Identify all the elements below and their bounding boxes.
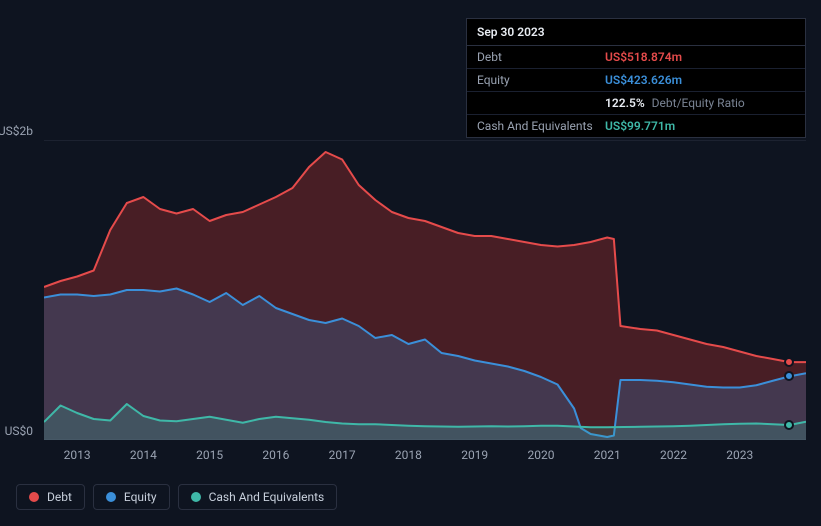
tooltip-row-cash: Cash And Equivalents US$99.771m: [467, 115, 805, 137]
x-tick: 2021: [594, 448, 621, 462]
legend-dot-icon: [191, 492, 201, 502]
legend-label: Equity: [124, 490, 157, 504]
x-axis: 2013 2014 2015 2016 2017 2018 2019 2020 2021 2022…: [44, 448, 806, 468]
series-marker: [784, 420, 794, 430]
tooltip-row-ratio: 122.5% Debt/Equity Ratio: [467, 92, 805, 115]
tooltip-label-equity: Equity: [477, 73, 605, 87]
tooltip-ratio-pct: 122.5%: [605, 96, 645, 110]
x-tick: 2020: [527, 448, 554, 462]
tooltip-label-cash: Cash And Equivalents: [477, 119, 605, 133]
chart-svg: [44, 140, 806, 440]
legend-item[interactable]: Debt: [16, 484, 85, 510]
legend-label: Debt: [47, 490, 72, 504]
chart-legend: Debt Equity Cash And Equivalents: [16, 484, 337, 510]
x-tick: 2013: [64, 448, 91, 462]
x-tick: 2022: [660, 448, 687, 462]
tooltip-value-cash: US$99.771m: [605, 119, 675, 133]
x-tick: 2019: [461, 448, 488, 462]
tooltip-ratio: 122.5% Debt/Equity Ratio: [605, 96, 745, 110]
x-tick: 2014: [130, 448, 157, 462]
x-tick: 2016: [262, 448, 289, 462]
legend-dot-icon: [106, 492, 116, 502]
x-tick: 2017: [329, 448, 356, 462]
series-marker: [784, 371, 794, 381]
series-marker: [784, 357, 794, 367]
tooltip-value-debt: US$518.874m: [605, 50, 682, 64]
legend-item[interactable]: Cash And Equivalents: [178, 484, 338, 510]
chart-tooltip: Sep 30 2023 Debt US$518.874m Equity US$4…: [466, 18, 806, 138]
tooltip-row-equity: Equity US$423.626m: [467, 69, 805, 92]
legend-item[interactable]: Equity: [93, 484, 170, 510]
tooltip-ratio-label: Debt/Equity Ratio: [652, 96, 745, 110]
tooltip-value-equity: US$423.626m: [605, 73, 682, 87]
y-axis-label-bottom: US$0: [0, 424, 33, 438]
legend-label: Cash And Equivalents: [209, 490, 325, 504]
x-tick: 2018: [395, 448, 422, 462]
tooltip-label-debt: Debt: [477, 50, 605, 64]
y-axis-label-top: US$2b: [0, 124, 33, 138]
x-tick: 2023: [726, 448, 753, 462]
tooltip-label-ratio-empty: [477, 96, 605, 110]
chart-plot-area[interactable]: [44, 140, 806, 440]
legend-dot-icon: [29, 492, 39, 502]
tooltip-date: Sep 30 2023: [467, 19, 805, 46]
x-tick: 2015: [196, 448, 223, 462]
tooltip-row-debt: Debt US$518.874m: [467, 46, 805, 69]
